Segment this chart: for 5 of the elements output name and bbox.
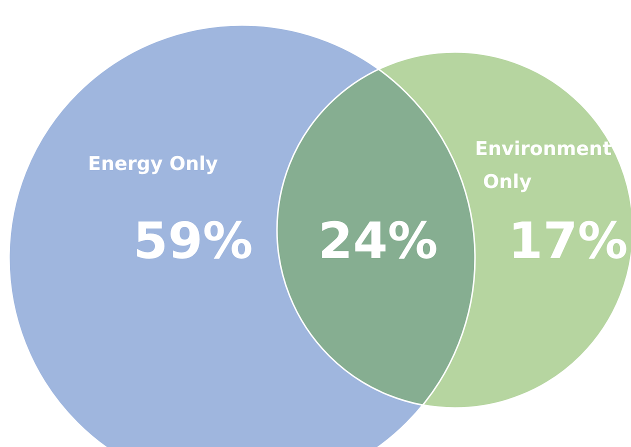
category-label: Environment Only xyxy=(475,138,612,193)
data-label: 24% xyxy=(318,212,438,270)
data-label: 59% xyxy=(133,212,253,270)
category-label: Energy Only xyxy=(88,152,219,175)
data-label: 17% xyxy=(508,212,628,270)
